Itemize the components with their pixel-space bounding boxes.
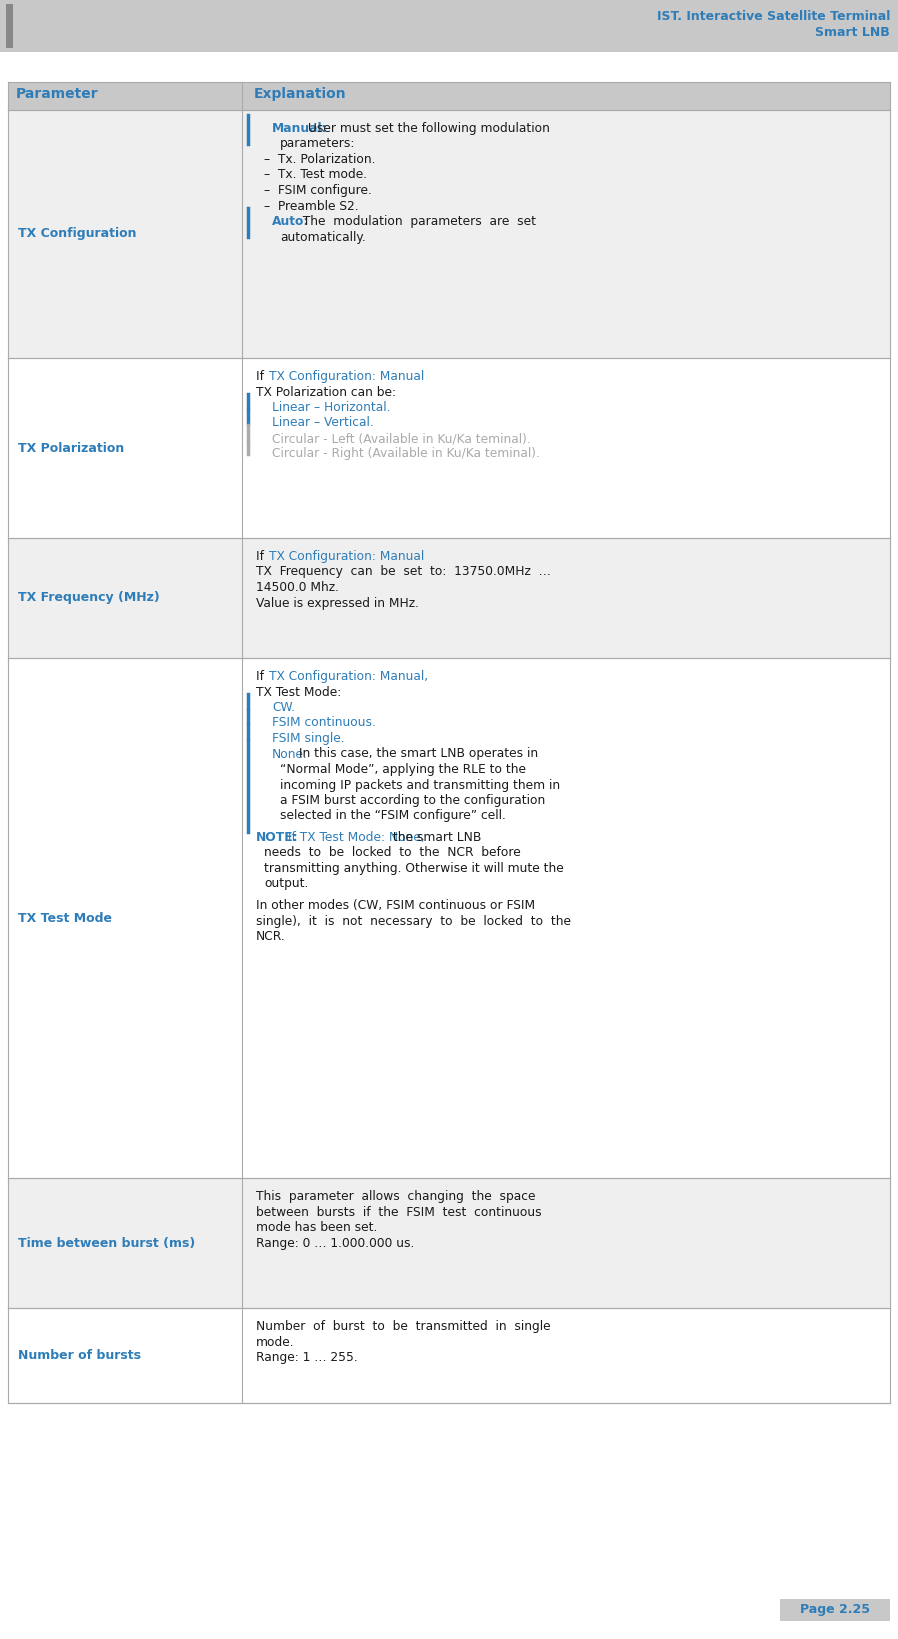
Text: automatically.: automatically. <box>280 231 365 244</box>
Text: If: If <box>256 370 268 384</box>
Text: TX Polarization can be:: TX Polarization can be: <box>256 385 396 398</box>
Bar <box>0 0 898 52</box>
Bar <box>780 1600 890 1621</box>
Text: Time between burst (ms): Time between burst (ms) <box>18 1236 195 1249</box>
Text: User must set the following modulation: User must set the following modulation <box>304 121 550 134</box>
Text: Number of bursts: Number of bursts <box>18 1349 141 1362</box>
Text: TX  Frequency  can  be  set  to:  13750.0MHz  …: TX Frequency can be set to: 13750.0MHz … <box>256 565 550 579</box>
Text: If: If <box>256 551 268 564</box>
Text: CW.: CW. <box>272 701 295 715</box>
Text: between  bursts  if  the  FSIM  test  continuous: between bursts if the FSIM test continuo… <box>256 1206 541 1218</box>
Text: TX Test Mode: TX Test Mode <box>18 911 112 924</box>
Text: TX Frequency (MHz): TX Frequency (MHz) <box>18 592 160 605</box>
Text: single),  it  is  not  necessary  to  be  locked  to  the: single), it is not necessary to be locke… <box>256 915 571 928</box>
Text: This  parameter  allows  changing  the  space: This parameter allows changing the space <box>256 1190 535 1203</box>
Text: selected in the “FSIM configure” cell.: selected in the “FSIM configure” cell. <box>280 810 506 823</box>
Text: The  modulation  parameters  are  set: The modulation parameters are set <box>295 215 536 228</box>
Bar <box>8 357 890 538</box>
Text: Range: 0 … 1.000.000 us.: Range: 0 … 1.000.000 us. <box>256 1236 414 1249</box>
Text: Parameter: Parameter <box>16 87 99 102</box>
Bar <box>8 1308 890 1403</box>
Text: In other modes (CW, FSIM continuous or FSIM: In other modes (CW, FSIM continuous or F… <box>256 900 535 911</box>
Text: Linear – Vertical.: Linear – Vertical. <box>272 416 374 429</box>
Text: If TX Test Mode: None,: If TX Test Mode: None, <box>284 831 424 844</box>
Text: TX Configuration: Manual: TX Configuration: Manual <box>269 551 424 564</box>
Text: None.: None. <box>272 747 308 760</box>
Bar <box>6 3 13 48</box>
Text: IST. Interactive Satellite Terminal: IST. Interactive Satellite Terminal <box>656 10 890 23</box>
Text: –  FSIM configure.: – FSIM configure. <box>264 184 372 197</box>
Text: TX Configuration: TX Configuration <box>18 228 136 241</box>
Text: incoming IP packets and transmitting them in: incoming IP packets and transmitting the… <box>280 779 560 792</box>
Text: Smart LNB: Smart LNB <box>815 26 890 39</box>
Bar <box>8 110 890 357</box>
Text: NOTE:: NOTE: <box>256 831 299 844</box>
Text: Circular - Right (Available in Ku/Ka teminal).: Circular - Right (Available in Ku/Ka tem… <box>272 447 540 461</box>
Text: –  Tx. Polarization.: – Tx. Polarization. <box>264 152 375 166</box>
Text: needs  to  be  locked  to  the  NCR  before: needs to be locked to the NCR before <box>264 846 521 859</box>
Text: FSIM single.: FSIM single. <box>272 733 345 746</box>
Text: 14500.0 Mhz.: 14500.0 Mhz. <box>256 580 339 593</box>
Text: TX Configuration: Manual,: TX Configuration: Manual, <box>269 670 428 683</box>
Text: Number  of  burst  to  be  transmitted  in  single: Number of burst to be transmitted in sin… <box>256 1319 550 1333</box>
Text: a FSIM burst according to the configuration: a FSIM burst according to the configurat… <box>280 793 545 806</box>
Text: Page 2.25: Page 2.25 <box>800 1603 870 1616</box>
Text: –  Tx. Test mode.: – Tx. Test mode. <box>264 169 367 182</box>
Bar <box>8 82 890 110</box>
Text: “Normal Mode”, applying the RLE to the: “Normal Mode”, applying the RLE to the <box>280 764 526 775</box>
Bar <box>8 1178 890 1308</box>
Text: output.: output. <box>264 877 308 890</box>
Text: Range: 1 … 255.: Range: 1 … 255. <box>256 1351 357 1364</box>
Text: transmitting anything. Otherwise it will mute the: transmitting anything. Otherwise it will… <box>264 862 564 875</box>
Bar <box>8 538 890 657</box>
Text: Explanation: Explanation <box>254 87 347 102</box>
Bar <box>8 657 890 1178</box>
Text: Circular - Left (Available in Ku/Ka teminal).: Circular - Left (Available in Ku/Ka temi… <box>272 433 531 446</box>
Text: mode has been set.: mode has been set. <box>256 1221 377 1234</box>
Text: NCR.: NCR. <box>256 929 286 942</box>
Text: parameters:: parameters: <box>280 138 356 151</box>
Text: the smart LNB: the smart LNB <box>389 831 481 844</box>
Text: FSIM continuous.: FSIM continuous. <box>272 716 376 729</box>
Text: –  Preamble S2.: – Preamble S2. <box>264 200 358 213</box>
Text: Linear – Horizontal.: Linear – Horizontal. <box>272 402 391 415</box>
Text: Value is expressed in MHz.: Value is expressed in MHz. <box>256 597 419 610</box>
Text: TX Test Mode:: TX Test Mode: <box>256 685 341 698</box>
Text: Auto:: Auto: <box>272 215 310 228</box>
Text: In this case, the smart LNB operates in: In this case, the smart LNB operates in <box>295 747 538 760</box>
Text: If: If <box>256 670 268 683</box>
Text: mode.: mode. <box>256 1336 295 1349</box>
Text: TX Configuration: Manual: TX Configuration: Manual <box>269 370 424 384</box>
Text: TX Polarization: TX Polarization <box>18 441 124 454</box>
Text: Manual:: Manual: <box>272 121 328 134</box>
